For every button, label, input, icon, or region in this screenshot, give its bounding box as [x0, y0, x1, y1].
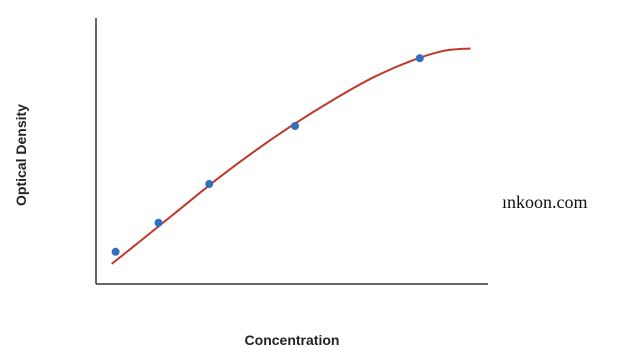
x-axis-label: Concentration	[245, 332, 340, 347]
data-point-2	[154, 218, 163, 227]
data-point-4	[291, 121, 299, 130]
data-points	[111, 54, 424, 256]
watermark: ınkoon.com	[502, 192, 588, 212]
y-axis-label: Optical Density	[13, 104, 29, 206]
data-point-1	[111, 247, 120, 256]
data-point-5	[415, 54, 424, 63]
axes	[95, 18, 488, 285]
data-point-3	[205, 180, 214, 189]
fit-curve	[111, 47, 471, 265]
